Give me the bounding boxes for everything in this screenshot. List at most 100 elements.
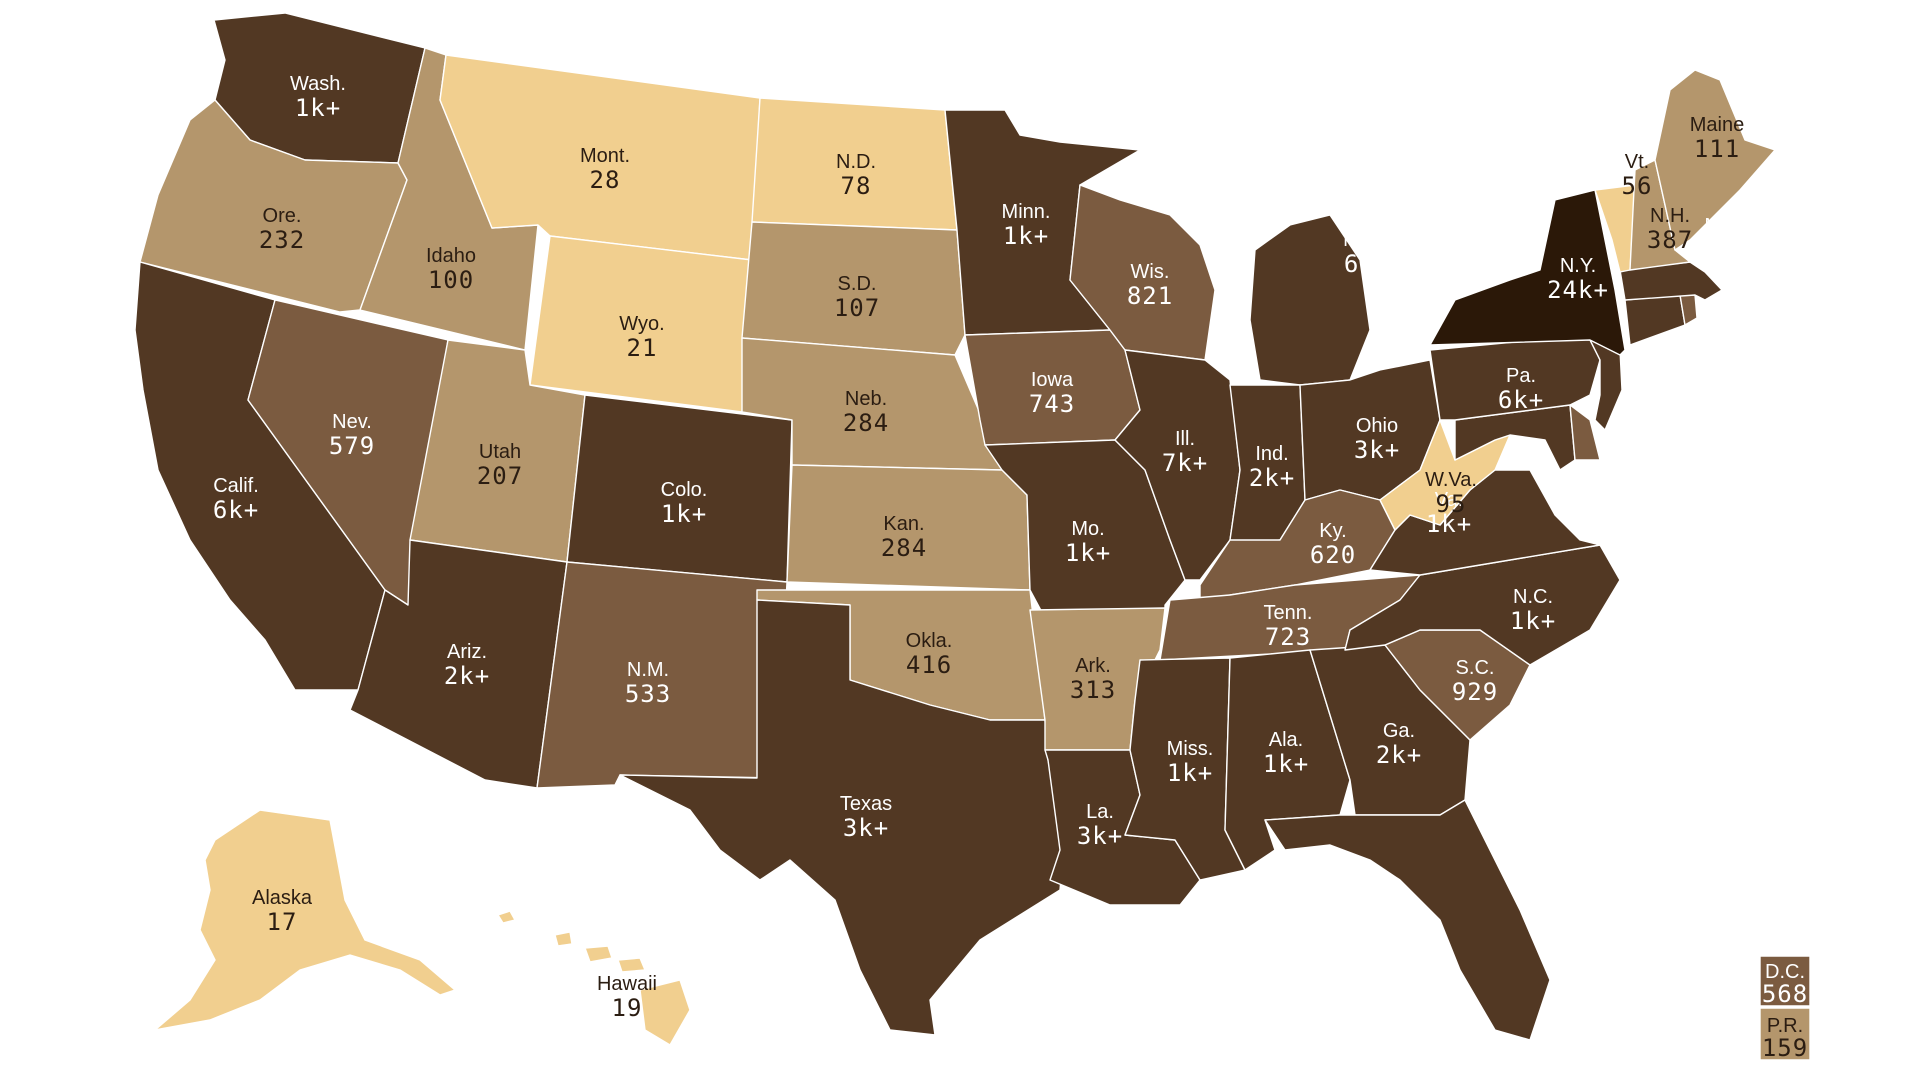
label-value-iowa: 743 [1029, 390, 1075, 418]
label-name-nm: N.M. [627, 659, 669, 681]
label-name-utah: Utah [479, 441, 521, 463]
label-name-sc: S.C. [1456, 657, 1495, 679]
label-name-wyo: Wyo. [619, 313, 664, 335]
label-value-sd: 107 [834, 294, 880, 322]
label-name-ill: Ill. [1175, 428, 1195, 450]
label-value-ind: 2k+ [1249, 464, 1295, 492]
label-value-nc: 1k+ [1510, 607, 1556, 635]
label-name-vt: Vt. [1625, 151, 1649, 173]
label-name-colo: Colo. [661, 479, 708, 501]
label-name-texas: Texas [840, 793, 892, 815]
label-value-kan: 284 [881, 534, 927, 562]
state-hawaii[interactable] [497, 910, 691, 1046]
label-value-wyo: 21 [627, 334, 658, 362]
label-value-mich: 6k+ [1344, 250, 1390, 278]
label-name-hawaii: Hawaii [597, 973, 657, 995]
label-name-wash: Wash. [290, 73, 346, 95]
state-labels: Wash. 1k+ Ore. 232 Calif. 6k+ Idaho 100 … [213, 73, 1808, 1062]
label-name-nh: N.H. [1650, 205, 1690, 227]
label-value-okla: 416 [906, 651, 952, 679]
label-name-fla: Fla. [1512, 838, 1545, 860]
label-name-miss: Miss. [1167, 738, 1214, 760]
label-name-ct: Conn. [1694, 322, 1747, 344]
label-name-maine: Maine [1690, 114, 1744, 136]
label-name-minn: Minn. [1002, 201, 1051, 223]
label-value-wis: 821 [1127, 282, 1173, 310]
label-value-minn: 1k+ [1003, 222, 1049, 250]
label-value-tenn: 723 [1265, 623, 1311, 651]
state-pr[interactable] [1759, 1007, 1811, 1061]
label-value-vt: 56 [1622, 172, 1653, 200]
state-sd[interactable] [741, 221, 966, 356]
label-value-nev: 579 [329, 432, 375, 460]
state-nj[interactable] [1589, 339, 1623, 431]
label-value-colo: 1k+ [661, 500, 707, 528]
label-name-nj: N.J. [1642, 373, 1678, 395]
state-nc[interactable] [1344, 544, 1621, 666]
state-alaska[interactable] [154, 809, 456, 1031]
label-value-fla: 4k+ [1506, 859, 1552, 887]
label-name-wis: Wis. [1131, 261, 1170, 283]
label-value-ny: 24k+ [1547, 276, 1609, 304]
label-name-sd: S.D. [838, 273, 877, 295]
label-name-mont: Mont. [580, 145, 630, 167]
state-dc[interactable] [1759, 955, 1811, 1007]
label-name-pr: P.R. [1767, 1015, 1803, 1037]
label-name-md: Md. [1620, 489, 1653, 511]
label-value-alaska: 17 [267, 908, 298, 936]
label-value-calif: 6k+ [213, 496, 259, 524]
label-value-md: 3k+ [1614, 510, 1660, 538]
label-name-pa: Pa. [1506, 365, 1536, 387]
label-name-ariz: Ariz. [447, 641, 487, 663]
label-name-ky: Ky. [1319, 520, 1346, 542]
label-value-idaho: 100 [428, 266, 474, 294]
state-conn[interactable] [1624, 294, 1686, 346]
label-name-ny: N.Y. [1560, 255, 1596, 277]
state-wva[interactable] [1379, 419, 1511, 531]
state-nh[interactable] [1629, 159, 1691, 271]
label-name-ark: Ark. [1075, 655, 1111, 677]
state-mich[interactable] [1249, 214, 1371, 386]
label-value-ala: 1k+ [1263, 750, 1309, 778]
label-name-la: La. [1086, 801, 1114, 823]
label-value-ark: 313 [1070, 676, 1116, 704]
label-value-ct: 4k+ [1698, 343, 1744, 371]
label-name-nc: N.C. [1513, 586, 1553, 608]
state-mass[interactable] [1619, 261, 1723, 301]
label-name-mich: Mich. [1343, 229, 1391, 251]
label-name-neb: Neb. [845, 388, 887, 410]
state-del[interactable] [1569, 404, 1601, 461]
label-value-dc: 568 [1762, 980, 1808, 1008]
label-value-ma: 8k+ [1708, 236, 1754, 264]
label-value-hawaii: 19 [612, 994, 643, 1022]
state-wis[interactable] [1069, 184, 1216, 361]
label-name-iowa: Iowa [1031, 369, 1074, 391]
label-value-pa: 6k+ [1498, 386, 1544, 414]
label-value-neb: 284 [843, 409, 889, 437]
label-value-ore: 232 [259, 226, 305, 254]
label-value-ill: 7k+ [1162, 449, 1208, 477]
label-value-sc: 929 [1452, 678, 1498, 706]
label-name-idaho: Idaho [426, 245, 476, 267]
label-name-ohio: Ohio [1356, 415, 1398, 437]
label-name-ma: Mass. [1704, 215, 1757, 237]
label-value-maine: 111 [1694, 135, 1740, 163]
label-name-va: Va. [1435, 489, 1464, 511]
label-name-kan: Kan. [883, 513, 924, 535]
label-name-tenn: Tenn. [1264, 602, 1313, 624]
label-value-ky: 620 [1310, 541, 1356, 569]
label-name-ind: Ind. [1255, 443, 1288, 465]
label-value-ga: 2k+ [1376, 741, 1422, 769]
label-value-la: 3k+ [1077, 822, 1123, 850]
state-fla[interactable] [1264, 799, 1551, 1041]
state-maine[interactable] [1654, 69, 1776, 251]
label-value-texas: 3k+ [843, 814, 889, 842]
label-value-ariz: 2k+ [444, 662, 490, 690]
state-ill[interactable] [1114, 349, 1241, 581]
label-name-calif: Calif. [213, 475, 259, 497]
state-texas[interactable] [619, 599, 1066, 1036]
state-vt[interactable] [1594, 184, 1636, 273]
label-name-okla: Okla. [906, 630, 953, 652]
